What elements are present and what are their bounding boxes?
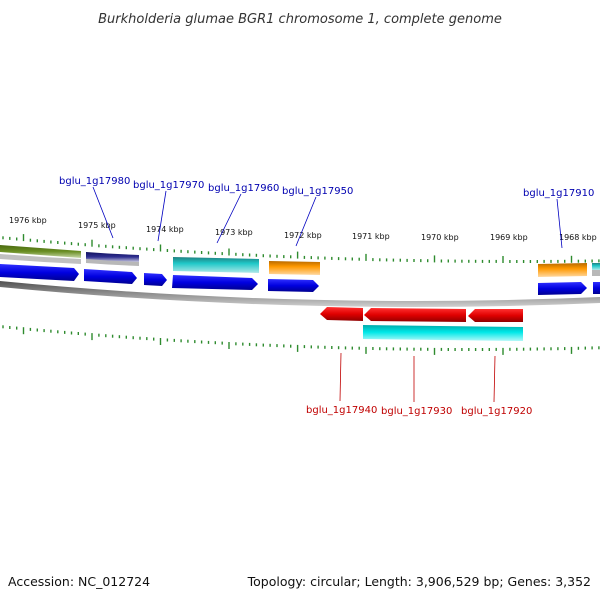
callout-line — [295, 196, 317, 247]
forward-callout-lines — [92, 186, 563, 249]
callout-line — [556, 198, 563, 249]
kbp-label: 1972 kbp — [284, 231, 322, 240]
gene-label-bglu-1g17940[interactable]: bglu_1g17940 — [306, 405, 377, 416]
kbp-label: 1970 kbp — [421, 233, 459, 242]
lower-ruler-ticks — [2, 325, 600, 355]
grey-feature-shadow — [0, 254, 81, 264]
reverse-gene-labels: bglu_1g17940 bglu_1g17930 bglu_1g17920 — [306, 405, 532, 417]
forward-gene-arrow — [172, 275, 258, 290]
olive-feature — [0, 245, 81, 258]
grey-feature-shadow — [86, 258, 139, 266]
forward-gene-arrow — [538, 282, 587, 295]
forward-gene-arrow — [144, 273, 167, 286]
kbp-label: 1975 kbp — [78, 221, 116, 230]
kbp-label: 1971 kbp — [352, 232, 390, 241]
reverse-callout-lines — [339, 352, 496, 403]
map-title: Burkholderia glumae BGR1 chromosome 1, c… — [98, 12, 502, 27]
gene-label-bglu-1g17920[interactable]: bglu_1g17920 — [461, 406, 532, 417]
forward-gene-labels: bglu_1g17980 bglu_1g17970 bglu_1g17960 b… — [59, 176, 594, 199]
gene-label-bglu-1g17950[interactable]: bglu_1g17950 — [282, 186, 353, 197]
forward-gene-arrow — [593, 282, 600, 294]
gene-label-bglu-1g17910[interactable]: bglu_1g17910 — [523, 188, 594, 199]
callout-line — [493, 355, 496, 403]
callout-line — [92, 186, 114, 239]
genome-summary-text: Topology: circular; Length: 3,906,529 bp… — [247, 574, 591, 589]
chromosome-backbone — [0, 281, 600, 308]
callout-line — [216, 193, 242, 244]
reverse-genes — [320, 307, 523, 322]
cyan-feature — [363, 325, 523, 341]
gene-label-bglu-1g17960[interactable]: bglu_1g17960 — [208, 183, 279, 194]
gene-label-bglu-1g17970[interactable]: bglu_1g17970 — [133, 180, 204, 191]
grey-feature-shadow — [592, 270, 600, 276]
gene-label-bglu-1g17980[interactable]: bglu_1g17980 — [59, 176, 130, 187]
reverse-gene-arrow — [364, 308, 466, 322]
kbp-label: 1969 kbp — [490, 233, 528, 242]
kbp-label: 1976 kbp — [9, 216, 47, 225]
forward-genes — [0, 264, 600, 295]
accession-text: Accession: NC_012724 — [8, 574, 150, 589]
teal-feature — [592, 263, 600, 270]
upper-ruler-ticks — [2, 234, 600, 263]
kbp-label: 1973 kbp — [215, 228, 253, 237]
navy-feature — [86, 252, 139, 262]
reverse-gene-arrow — [468, 309, 523, 322]
kbp-label: 1974 kbp — [146, 225, 184, 234]
top-feature-track — [0, 245, 600, 277]
forward-gene-arrow — [84, 269, 137, 284]
ruler-labels: 1976 kbp 1975 kbp 1974 kbp 1973 kbp 1972… — [9, 216, 597, 242]
forward-gene-arrow — [268, 279, 319, 292]
gene-label-bglu-1g17930[interactable]: bglu_1g17930 — [381, 406, 452, 417]
teal-feature — [173, 257, 259, 273]
orange-feature — [269, 261, 320, 275]
orange-feature — [538, 263, 587, 277]
kbp-label: 1968 kbp — [559, 233, 597, 242]
callout-line — [339, 352, 342, 402]
callout-line — [157, 190, 167, 242]
forward-gene-arrow — [0, 264, 79, 281]
reverse-gene-arrow — [320, 307, 363, 321]
